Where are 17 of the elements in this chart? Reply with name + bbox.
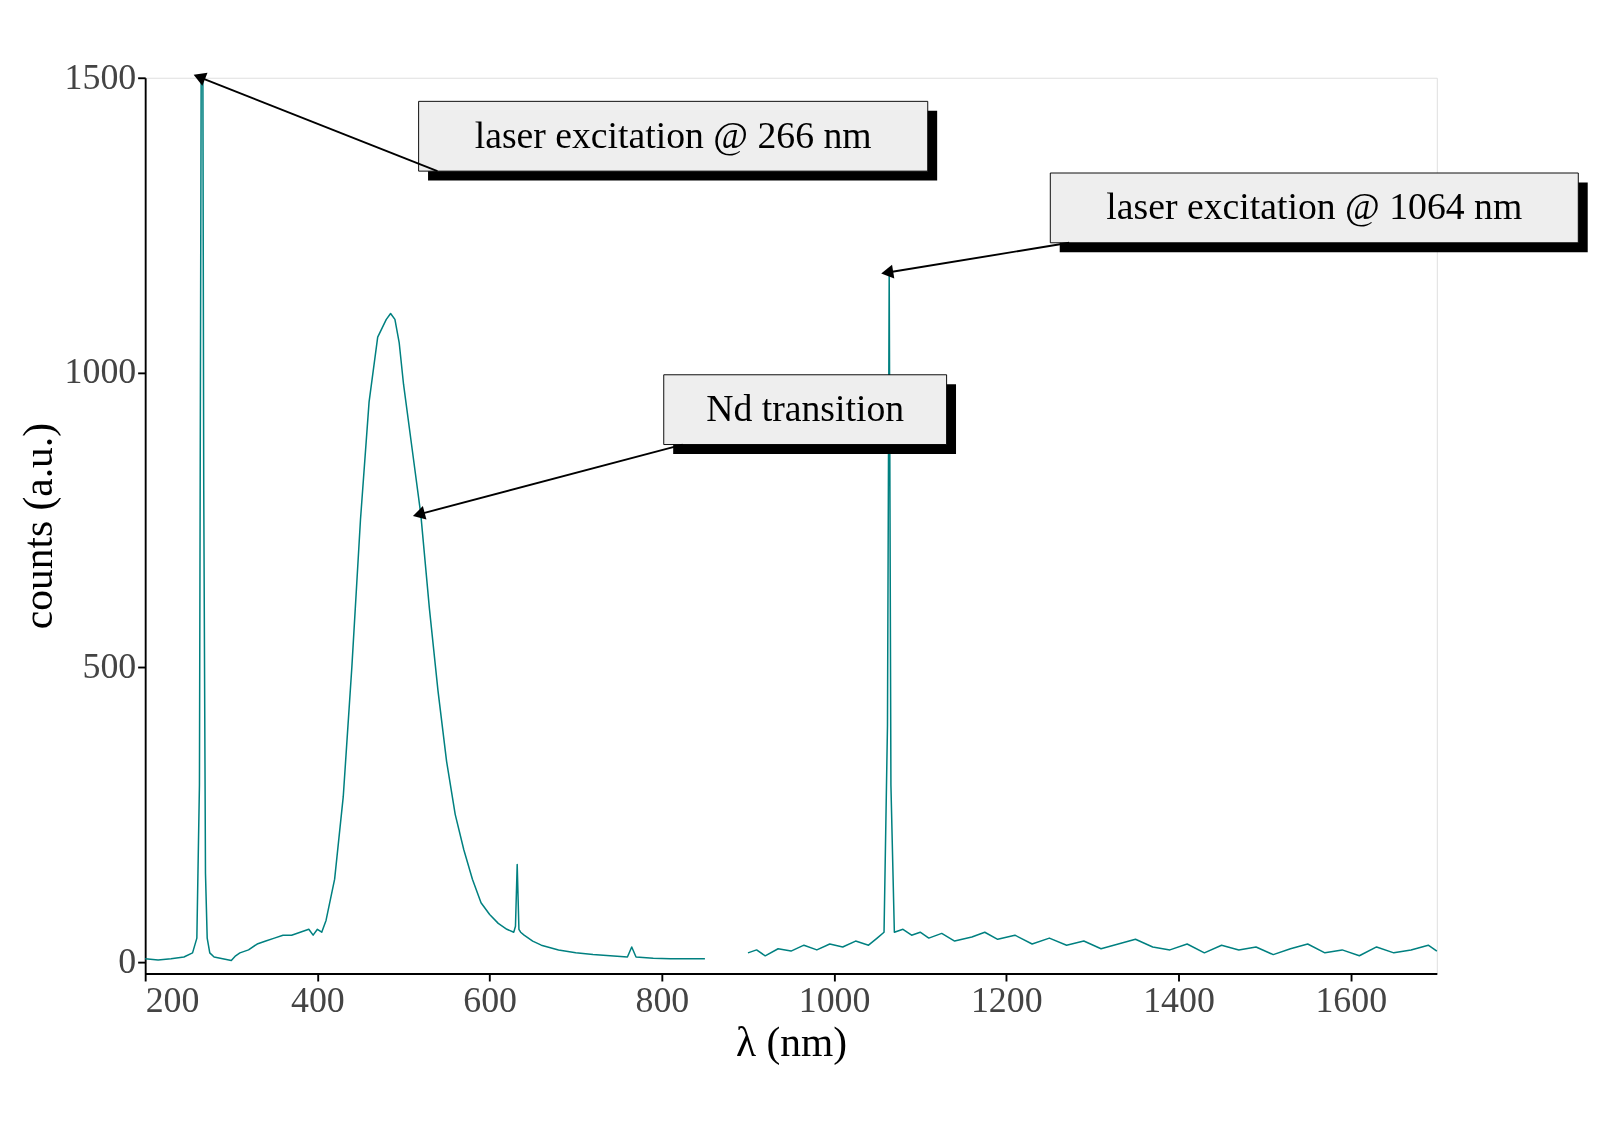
annotation: Nd transition [706,386,905,429]
y-tick-label: 1500 [64,56,137,97]
x-tick-label: 1400 [1143,979,1215,1020]
x-tick-label: 600 [463,979,517,1020]
x-tick-label: 200 [145,979,200,1020]
x-axis-title: λ (nm) [735,1018,848,1066]
annotation: laser excitation @ 266 nm [474,113,872,156]
x-tick-label: 1600 [1315,979,1388,1020]
x-tick-label: 1200 [970,979,1043,1020]
x-tick-label: 800 [635,979,690,1020]
x-tick-label: 1000 [798,979,871,1020]
x-tick-label: 400 [291,979,345,1020]
y-tick-label: 500 [82,645,137,686]
annotation: laser excitation @ 1064 nm [1106,185,1523,228]
y-tick-label: 0 [118,940,137,981]
y-axis-title: counts (a.u.) [15,423,63,630]
y-tick-label: 1000 [64,351,137,392]
